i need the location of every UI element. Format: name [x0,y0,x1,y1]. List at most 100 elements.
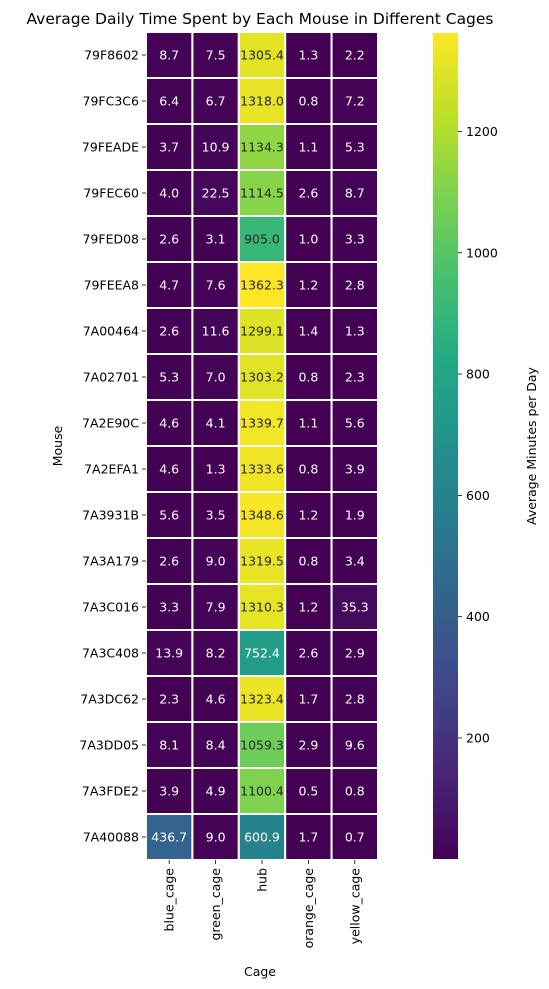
heatmap-cell [330,445,380,493]
cell-value-label: 1339.7 [240,416,284,431]
heatmap-cell [237,721,287,769]
row-tick-label: 79FED08 [82,232,139,247]
heatmap-cell [191,169,240,217]
cell-value-label: 436.7 [151,830,187,845]
heatmap-cell [145,629,194,677]
cell-value-label: 2.6 [298,186,318,201]
cell-value-label: 5.3 [345,140,365,155]
cell-value-label: 1.2 [298,508,318,523]
colorbar-tick-label: 1000 [466,245,498,260]
cell-value-label: 1.1 [298,416,318,431]
cell-value-label: 11.6 [202,324,230,339]
heatmap-cell [191,767,240,815]
cell-value-label: 3.4 [345,554,365,569]
cell-value-label: 5.3 [159,370,179,385]
row-tick-label: 7A2E90C [82,416,139,431]
heatmap-cell [284,721,333,769]
cell-value-label: 1362.3 [240,278,284,293]
heatmap-cell [237,445,287,493]
cell-value-label: 5.6 [345,416,365,431]
cell-value-label: 0.8 [298,554,318,569]
cell-value-label: 2.9 [298,738,318,753]
heatmap-cell [145,537,194,585]
cell-value-label: 600.9 [244,830,280,845]
cell-value-label: 2.8 [345,692,365,707]
cell-value-label: 1.3 [298,48,318,63]
heatmap-cell [330,721,380,769]
cell-value-label: 1134.3 [240,140,284,155]
heatmap-cell [330,261,380,309]
heatmap-cell [145,445,194,493]
heatmap-cell [330,77,380,125]
cell-value-label: 1.2 [298,278,318,293]
cell-value-label: 905.0 [244,232,280,247]
cell-value-label: 3.9 [159,784,179,799]
heatmap-cell [330,169,380,217]
cell-value-label: 1299.1 [240,324,284,339]
row-tick-label: 7A3DC62 [80,692,139,707]
cell-value-label: 1303.2 [240,370,284,385]
heatmap-cell [330,399,380,447]
heatmap-cell [191,675,240,723]
row-tick-label: 7A3FDE2 [82,784,139,799]
cell-value-label: 1.9 [345,508,365,523]
heatmap-cell [330,629,380,677]
row-tick-label: 7A3C016 [82,600,139,615]
cell-value-label: 4.0 [159,186,179,201]
cell-value-label: 1.0 [298,232,318,247]
row-tick-label: 79FC3C6 [83,94,140,109]
cell-value-label: 7.5 [206,48,226,63]
heatmap-cell [237,215,287,263]
heatmap-cell [237,77,287,125]
heatmap-cell [191,353,240,401]
cell-value-label: 8.1 [159,738,179,753]
chart-title: Average Daily Time Spent by Each Mouse i… [26,10,493,28]
cell-value-label: 1.7 [298,830,318,845]
cell-value-label: 2.9 [345,646,365,661]
cell-value-label: 1318.0 [240,94,284,109]
cell-value-label: 3.9 [345,462,365,477]
column-tick-label: orange_cage [301,868,316,949]
heatmap-cell [191,629,240,677]
heatmap-cell [284,813,333,861]
cell-value-label: 4.9 [206,784,226,799]
row-tick-label: 79FEADE [82,140,139,155]
colorbar-ticks: 200 400 600 800 1000 1200 [458,124,498,745]
cell-value-label: 8.7 [345,186,365,201]
heatmap-cell [145,307,194,355]
row-tick-label: 7A2EFA1 [84,462,139,477]
row-tick-label: 7A3DD05 [79,738,139,753]
cell-value-label: 7.0 [206,370,226,385]
cell-value-label: 7.6 [206,278,226,293]
column-tick-label: blue_cage [162,868,177,932]
cell-value-label: 1.1 [298,140,318,155]
cell-value-label: 6.4 [159,94,179,109]
heatmap-cell [284,491,333,539]
column-tick-label: green_cage [208,868,223,941]
row-tick-label: 7A02701 [83,370,139,385]
row-tick-label: 7A3C408 [82,646,139,661]
cell-value-label: 0.8 [345,784,365,799]
cell-value-label: 8.4 [206,738,226,753]
heatmap-cell [237,629,287,677]
heatmap-cell [191,813,240,861]
cell-value-label: 4.6 [206,692,226,707]
row-tick-label: 79FEEA8 [84,278,139,293]
colorbar-gradient [433,33,458,859]
cell-value-label: 2.3 [159,692,179,707]
column-tick-label: hub [255,868,270,892]
cell-value-label: 2.8 [345,278,365,293]
cell-value-label: 1348.6 [240,508,284,523]
cell-value-label: 3.1 [206,232,226,247]
cell-value-label: 2.6 [159,232,179,247]
cell-value-label: 0.5 [298,784,318,799]
heatmap-cell [145,353,194,401]
heatmap-cell [191,123,240,171]
colorbar-tick-label: 400 [466,609,490,624]
heatmap-cell [330,767,380,815]
heatmap-cell [284,675,333,723]
cell-value-label: 1.7 [298,692,318,707]
heatmap-cells: 8.7 7.5 1305.4 1.3 2.2 6.4 6.7 1318.0 0.8 7.2 3.7 1… [145,31,380,861]
cell-value-label: 1059.3 [240,738,284,753]
cell-value-label: 13.9 [155,646,183,661]
